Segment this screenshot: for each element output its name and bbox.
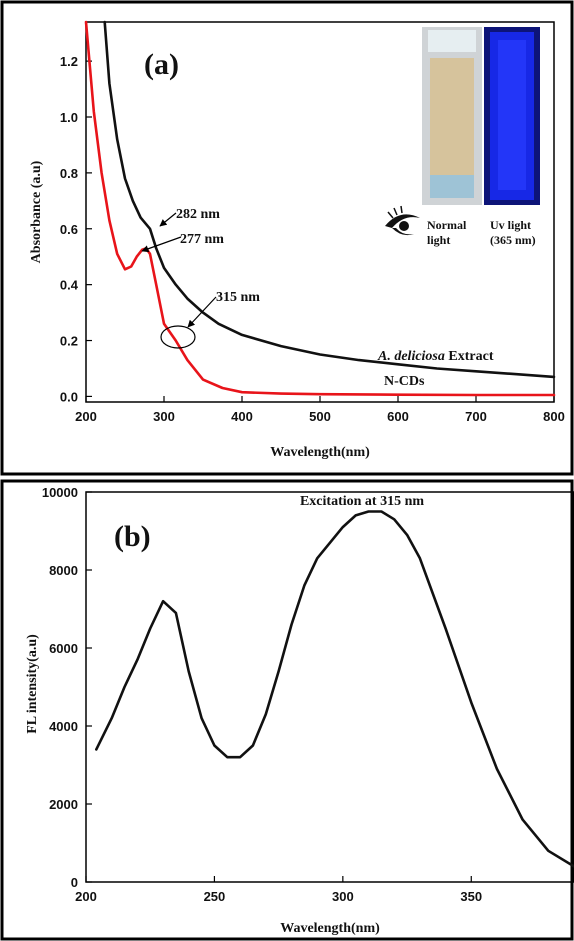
- panel-b-x-tick-label: 300: [332, 889, 354, 904]
- panel-b-y-tick-label: 10000: [42, 485, 78, 500]
- panel-a-series: [84, 20, 556, 397]
- arrow-282nm: [159, 212, 177, 227]
- panel-a-y-tick-label: 0.6: [60, 222, 78, 237]
- panel-a-x-tick-label: 600: [387, 409, 409, 424]
- panel-b-y-ticks: 0 2000 4000 6000 8000 10000: [42, 485, 92, 890]
- panel-b-title: Excitation at 315 nm: [300, 494, 424, 509]
- panel-b-series: [95, 510, 574, 868]
- panel-b-x-ticks: 200 250 300 350: [75, 876, 482, 904]
- panel-b-y-axis-label: FL intensity(a.u): [25, 634, 40, 734]
- panel-a-y-tick-label: 1.2: [60, 54, 78, 69]
- annotation-282nm: 282 nm: [176, 207, 220, 222]
- inset-cuvette-photo: Normal light Uv light (365 nm): [385, 27, 540, 247]
- panel-b-x-tick-label: 250: [204, 889, 226, 904]
- panel-b-y-tick-label: 8000: [49, 563, 78, 578]
- panel-b-y-tick-label: 6000: [49, 641, 78, 656]
- arrow-315nm: [187, 296, 217, 328]
- panel-b-plot-frame: [85, 491, 574, 883]
- panel-b-label: (b): [114, 520, 151, 553]
- panel-a-x-tick-label: 200: [75, 409, 97, 424]
- panel-a-x-axis-label: Wavelength(nm): [270, 445, 370, 460]
- panel-a-absorbance-chart: 200 300 400 500 600 700 800 0.0 0.2 0.4 0.6 0.8 1.0…: [29, 20, 565, 460]
- panel-a-x-tick-label: 300: [153, 409, 175, 424]
- series-label-ncds: N-CDs: [384, 374, 425, 389]
- panel-b-x-tick-label: 200: [75, 889, 97, 904]
- panel-a-y-tick-label: 0.4: [60, 278, 79, 293]
- series-label-extract: A. deliciosa Extract: [377, 349, 494, 364]
- panel-a-x-tick-label: 700: [465, 409, 487, 424]
- panel-b-x-tick-label: 350: [460, 889, 482, 904]
- panel-a-y-tick-label: 0.0: [60, 389, 78, 404]
- panel-a-label: (a): [144, 48, 179, 81]
- panel-b-frame: [0, 479, 574, 941]
- photo-caption-uv-line2: (365 nm): [490, 233, 536, 247]
- panel-a-x-tick-label: 800: [543, 409, 565, 424]
- panel-b-y-tick-label: 2000: [49, 797, 78, 812]
- panel-a-y-tick-label: 0.8: [60, 166, 78, 181]
- annotation-315nm: 315 nm: [216, 290, 260, 305]
- photo-caption-normal-line1: Normal: [427, 218, 467, 232]
- annotation-277nm: 277 nm: [180, 232, 224, 247]
- panel-a-y-ticks: 0.0 0.2 0.4 0.6 0.8 1.0 1.2: [60, 54, 92, 404]
- panel-b-y-tick-label: 0: [71, 875, 78, 890]
- panel-b-y-tick-label: 4000: [49, 719, 78, 734]
- panel-b-series-line-0: [95, 510, 574, 868]
- panel-a-x-ticks: 200 300 400 500 600 700 800: [75, 396, 565, 424]
- panel-a-x-tick-label: 500: [309, 409, 331, 424]
- arrow-277nm: [141, 236, 182, 253]
- panel-a-y-axis-label: Absorbance (a.u): [29, 160, 44, 263]
- panel-b-x-axis-label: Wavelength(nm): [280, 921, 380, 936]
- panel-a-frame: [0, 0, 574, 476]
- annotation-315nm-circle: [160, 325, 196, 349]
- panel-a-y-tick-label: 0.2: [60, 334, 78, 349]
- panel-a-y-tick-label: 1.0: [60, 110, 78, 125]
- panel-a-series-line-0: [103, 20, 556, 379]
- photo-caption-uv-line1: Uv light: [490, 218, 531, 232]
- eye-icon: [385, 205, 420, 236]
- photo-caption-normal-line2: light: [427, 233, 450, 247]
- panel-a-series-line-1: [84, 20, 556, 397]
- panel-a-x-tick-label: 400: [231, 409, 253, 424]
